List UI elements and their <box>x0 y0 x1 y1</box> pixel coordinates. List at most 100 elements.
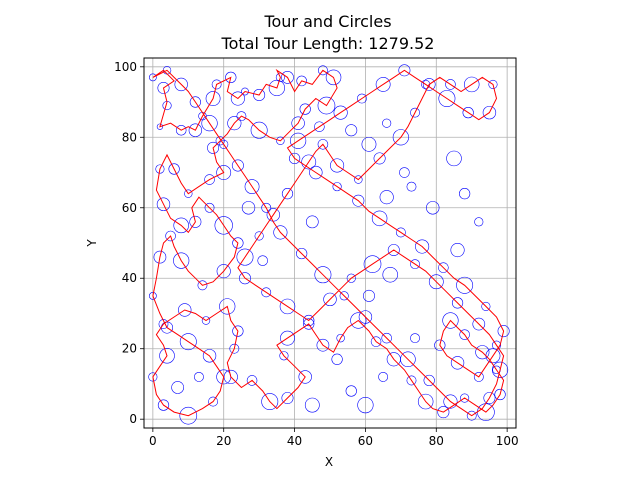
circle-marker <box>157 399 170 411</box>
circle-marker <box>201 115 218 132</box>
circle-marker <box>428 274 444 290</box>
circle-marker <box>175 124 187 136</box>
circle-marker <box>354 175 363 184</box>
circle-marker <box>332 182 342 192</box>
circle-marker <box>219 298 236 315</box>
circle-marker <box>236 111 247 122</box>
circle-marker <box>216 264 231 279</box>
circle-marker <box>158 319 169 329</box>
circle-marker <box>173 217 189 234</box>
circle-marker <box>443 394 458 409</box>
circle-marker <box>316 338 330 352</box>
circle-marker <box>426 201 440 215</box>
circle-marker <box>301 154 317 170</box>
circle-marker <box>188 123 203 137</box>
circle-marker <box>371 210 388 227</box>
circle-marker <box>299 103 311 115</box>
grid-lines <box>144 58 516 428</box>
circle-marker <box>281 188 294 200</box>
circle-marker <box>261 202 272 213</box>
circle-marker <box>450 243 465 258</box>
circle-marker <box>290 132 307 149</box>
circles-layer <box>148 64 510 425</box>
circle-marker <box>179 333 197 351</box>
circle-marker <box>288 152 301 165</box>
x-tick-label: 20 <box>216 434 231 448</box>
circle-marker <box>357 397 374 414</box>
circle-marker <box>215 136 225 146</box>
circle-marker <box>279 298 296 315</box>
circle-marker <box>382 266 398 283</box>
circle-marker <box>422 78 436 91</box>
circle-marker <box>304 397 320 413</box>
y-tick-label: 60 <box>122 201 137 215</box>
axis-ticks: 0 20 40 60 80 100 0 20 40 60 80 100 <box>114 60 519 448</box>
circle-marker <box>410 333 420 344</box>
circle-marker <box>363 289 375 302</box>
circle-marker <box>410 259 420 270</box>
circle-marker <box>494 388 506 401</box>
circle-marker <box>460 393 470 403</box>
circle-marker <box>474 217 484 227</box>
circle-marker <box>350 312 367 329</box>
circle-marker <box>472 317 486 331</box>
circle-marker <box>406 181 417 192</box>
circle-marker <box>156 123 164 130</box>
circle-marker <box>189 96 201 108</box>
chart-title: Tour and Circles <box>263 12 391 31</box>
circle-marker <box>194 371 204 382</box>
circle-marker <box>309 165 323 180</box>
circle-marker <box>214 216 233 235</box>
circle-marker <box>399 167 410 178</box>
circle-marker <box>184 189 193 198</box>
y-tick-label: 80 <box>122 130 137 144</box>
chart-subtitle: Total Tour Length: 1279.52 <box>221 34 435 53</box>
circle-marker <box>281 392 294 405</box>
circle-marker <box>298 370 312 384</box>
circle-marker <box>204 174 215 185</box>
circle-marker <box>395 227 406 238</box>
circle-marker <box>257 255 268 266</box>
x-tick-label: 60 <box>358 434 373 448</box>
circle-marker <box>241 87 249 96</box>
circle-marker <box>323 292 337 307</box>
plot-frame <box>143 57 517 429</box>
circle-marker <box>314 121 325 132</box>
circle-marker <box>375 77 391 92</box>
circle-marker <box>229 343 240 354</box>
circle-marker <box>296 247 308 260</box>
circle-marker <box>333 105 348 120</box>
circle-marker <box>481 301 491 311</box>
circle-marker <box>463 76 480 93</box>
circle-marker <box>216 165 232 180</box>
circle-marker <box>189 215 202 228</box>
circle-marker <box>317 96 336 115</box>
circle-marker <box>246 375 258 386</box>
circle-marker <box>303 314 315 327</box>
circle-marker <box>438 90 456 107</box>
circle-marker <box>325 69 342 86</box>
circle-marker <box>415 239 430 254</box>
x-tick-label: 80 <box>429 434 444 448</box>
circle-marker <box>423 374 435 387</box>
circle-marker <box>159 348 175 364</box>
circle-marker <box>330 158 345 173</box>
circle-marker <box>201 316 211 325</box>
circle-marker <box>239 272 251 285</box>
circle-marker <box>250 121 268 139</box>
circle-marker <box>232 237 244 249</box>
circle-marker <box>346 273 356 283</box>
circle-marker <box>352 194 365 207</box>
circle-marker <box>438 262 449 273</box>
circle-marker <box>331 353 343 365</box>
circle-marker <box>345 124 358 137</box>
circle-marker <box>148 372 158 382</box>
tour-layer <box>152 68 505 417</box>
circle-marker <box>205 91 221 106</box>
circle-marker <box>417 393 434 410</box>
circle-marker <box>281 71 294 84</box>
circle-marker <box>197 280 208 291</box>
circle-marker <box>370 336 382 347</box>
y-tick-label: 100 <box>114 60 137 74</box>
